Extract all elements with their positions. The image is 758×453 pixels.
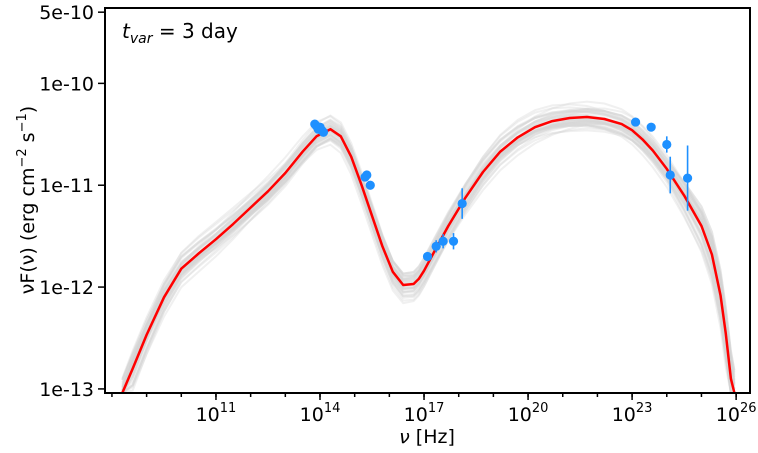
- data-point: [630, 117, 641, 127]
- plot-frame: [104, 7, 751, 394]
- data-point: [448, 236, 459, 246]
- ensemble-curve: [121, 121, 736, 394]
- y-axis-title: νF(ν) (erg cm−2 s−1): [15, 106, 39, 294]
- data-point: [665, 170, 675, 180]
- ensemble-curve: [121, 120, 736, 394]
- ensemble-curve: [121, 120, 735, 394]
- ensemble-curve: [121, 109, 736, 385]
- y-tick-label: 1e-11: [39, 175, 94, 197]
- ensemble-curve: [121, 109, 736, 394]
- ensemble-band: [121, 100, 736, 394]
- x-tick-label: 1017: [404, 401, 445, 426]
- annotation-label: tvar = 3 day: [122, 19, 238, 47]
- y-tick-label: 1e-10: [39, 73, 94, 95]
- ensemble-curve: [121, 124, 735, 394]
- ensemble-curve: [121, 122, 735, 394]
- data-point: [646, 122, 656, 132]
- x-tick-label: 1011: [196, 401, 237, 426]
- y-axis: 1e-13 1e-12 1e-11 1e-10 5e-10: [39, 2, 105, 401]
- ensemble-curve: [121, 119, 736, 381]
- y-tick-label: 5e-10: [39, 2, 94, 24]
- ensemble-curve: [121, 115, 735, 394]
- data-point: [662, 139, 672, 150]
- model-line: [121, 115, 736, 394]
- x-tick-label: 1014: [300, 401, 341, 426]
- data-point: [457, 198, 467, 209]
- ensemble-curve: [121, 127, 735, 394]
- ensemble-curve: [121, 117, 736, 391]
- data-point: [365, 180, 375, 190]
- data-point: [682, 173, 693, 183]
- x-axis: 1011 1014 1017 1020 1023 1026: [111, 393, 757, 426]
- data-point: [422, 251, 433, 262]
- ensemble-curve: [121, 107, 736, 392]
- x-axis-title: ν [Hz]: [399, 426, 455, 448]
- ensemble-curve: [121, 123, 736, 394]
- data-point: [431, 241, 441, 251]
- x-tick-label: 1020: [508, 401, 549, 426]
- data-point: [438, 236, 448, 246]
- x-tick-label: 1026: [716, 401, 757, 426]
- data-point: [318, 127, 329, 137]
- ensemble-curve: [121, 112, 736, 383]
- data-points: [310, 117, 693, 262]
- data-point: [362, 170, 372, 180]
- y-tick-label: 1e-13: [39, 379, 94, 401]
- ensemble-curve: [121, 122, 736, 394]
- ensemble-curve: [121, 110, 736, 387]
- y-tick-label: 1e-12: [39, 277, 94, 299]
- x-tick-label: 1023: [612, 401, 653, 426]
- ensemble-curve: [121, 120, 736, 380]
- ensemble-curve: [122, 122, 735, 394]
